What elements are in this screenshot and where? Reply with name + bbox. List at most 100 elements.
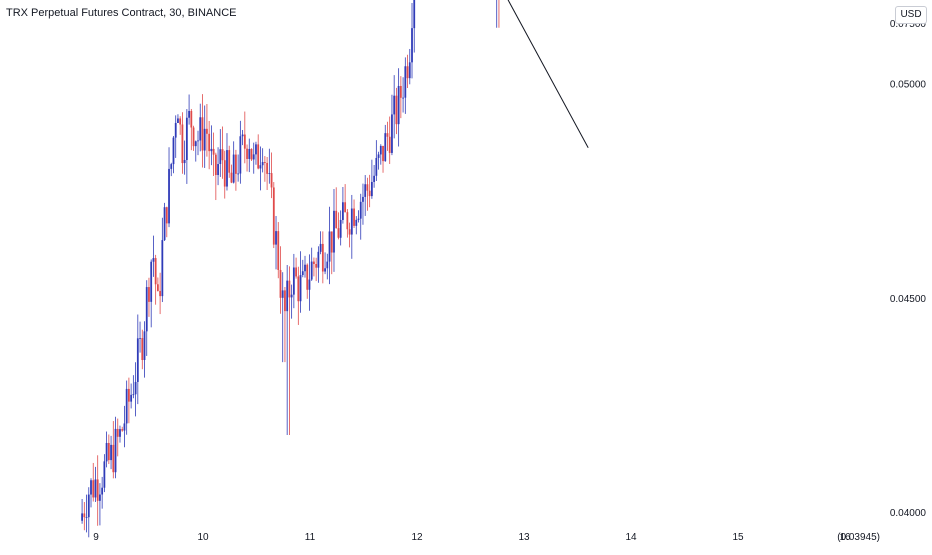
candle-body	[386, 133, 389, 137]
candle-body	[85, 517, 88, 519]
candle-body	[94, 479, 97, 498]
candle-body	[208, 133, 211, 152]
candle-body	[159, 290, 162, 297]
candle-body	[141, 338, 144, 361]
candle-body	[226, 150, 228, 187]
candle-body	[319, 243, 322, 252]
candle-body	[105, 442, 108, 462]
time-tick-label: 11	[305, 532, 316, 543]
candle-body	[134, 381, 137, 395]
candle-body	[286, 280, 289, 312]
candle-body	[391, 114, 393, 153]
candle-body	[237, 173, 240, 175]
candle-body	[353, 208, 355, 226]
chart-title: TRX Perpetual Futures Contract, 30, BINA…	[6, 7, 237, 19]
time-axis[interactable]: 9 10 11 12 13 14 15 16	[93, 532, 851, 543]
candle-body	[194, 141, 197, 147]
candle-body	[156, 284, 159, 291]
candle-body	[243, 134, 246, 149]
candle-body	[364, 184, 367, 197]
candle-body	[161, 240, 164, 297]
candle-body	[317, 251, 320, 268]
candle-body	[290, 294, 293, 298]
candle-body	[328, 231, 331, 262]
candle-body	[121, 429, 124, 431]
candle-body	[143, 331, 146, 361]
candle-body	[384, 133, 387, 162]
channel-layer	[507, 0, 589, 149]
candle-body	[197, 140, 199, 142]
price-tick-label-partial: 0.07500	[890, 19, 927, 30]
candle-body	[357, 218, 360, 220]
candle-body	[112, 444, 115, 473]
candle-body	[297, 276, 300, 302]
candle-body	[96, 479, 99, 501]
candle-body	[326, 261, 329, 269]
candle-body	[125, 388, 128, 424]
candle-body	[310, 261, 313, 280]
candle-body	[148, 287, 150, 302]
candle-body	[377, 154, 380, 158]
time-tick-label: 16	[839, 532, 851, 543]
candle-body	[335, 210, 338, 229]
candle-body	[263, 162, 266, 163]
candle-body	[413, 0, 416, 29]
time-tick-label: 10	[197, 532, 209, 543]
candle-body	[277, 231, 280, 270]
candle-body	[152, 258, 155, 262]
time-tick-label: 9	[93, 532, 99, 543]
candle-body	[411, 28, 413, 63]
candle-body	[288, 280, 291, 298]
candle-body	[368, 190, 371, 197]
candle-body	[330, 231, 333, 253]
candle-body	[388, 136, 391, 153]
candle-body	[350, 208, 353, 235]
candle-body	[170, 164, 173, 169]
candle-body	[210, 148, 213, 152]
candle-body	[366, 184, 369, 191]
candle-body	[101, 487, 104, 495]
candle-body	[348, 229, 351, 235]
candle-body	[295, 267, 297, 277]
candle-body	[177, 118, 179, 123]
candle-body	[321, 243, 324, 272]
price-tick-label: 0.04000	[890, 508, 927, 519]
candle-body	[304, 264, 306, 272]
price-tick-label: 0.04500	[890, 294, 927, 305]
candle-body	[203, 128, 206, 151]
candle-body	[261, 162, 264, 166]
candle-body	[275, 231, 277, 245]
candle-body	[114, 428, 117, 473]
candle-body	[279, 269, 282, 298]
candle-body	[81, 513, 83, 521]
candle-body	[375, 157, 378, 176]
candle-body	[217, 164, 219, 176]
candle-body	[119, 429, 121, 437]
candle-body	[181, 124, 184, 164]
time-tick-label: 15	[732, 532, 744, 543]
currency-button[interactable]: USD	[895, 6, 927, 24]
candle-body	[179, 118, 182, 125]
candle-body	[299, 275, 302, 302]
price-axis[interactable]: 0.070000.065000.060000.050000.045000.040…	[837, 0, 932, 543]
candle-body	[301, 271, 304, 276]
candle-body	[239, 136, 242, 174]
candle-body	[339, 219, 342, 238]
candle-body	[103, 461, 106, 488]
candle-body	[214, 154, 217, 176]
candle-body	[116, 428, 119, 437]
candle-body	[379, 145, 382, 155]
candle-body	[355, 219, 358, 226]
candle-body	[145, 287, 148, 332]
candle-body	[219, 149, 222, 165]
candle-body	[87, 494, 90, 518]
candle-body	[393, 95, 396, 115]
candle-body	[406, 66, 409, 79]
candle-body	[241, 134, 244, 137]
candle-body	[206, 128, 208, 134]
candle-body	[190, 110, 193, 128]
time-tick-label: 13	[518, 532, 530, 543]
candle-body	[92, 480, 95, 498]
